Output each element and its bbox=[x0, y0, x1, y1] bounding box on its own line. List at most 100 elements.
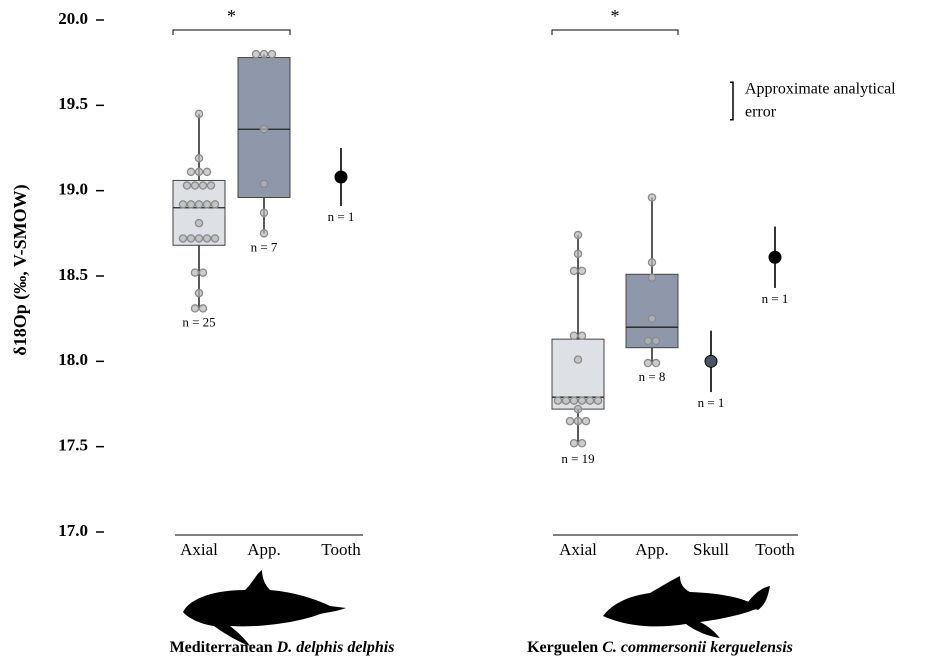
n-label: n = 1 bbox=[698, 395, 725, 410]
data-point bbox=[259, 124, 269, 134]
data-point bbox=[259, 229, 269, 238]
data-point bbox=[178, 200, 188, 209]
data-point bbox=[581, 416, 591, 426]
n-label: n = 25 bbox=[182, 314, 215, 329]
data-point bbox=[190, 181, 200, 190]
title-part: D. delphis delphis bbox=[276, 639, 395, 656]
data-point bbox=[565, 416, 575, 426]
data-point bbox=[573, 404, 583, 414]
data-point bbox=[202, 234, 212, 243]
data-point bbox=[651, 336, 661, 346]
title-part: Kerguelen bbox=[527, 639, 602, 656]
box bbox=[625, 273, 679, 349]
data-point bbox=[202, 167, 212, 177]
significance-bracket bbox=[172, 29, 291, 35]
data-point bbox=[206, 181, 216, 190]
y-tick-label: 17.5 bbox=[58, 436, 88, 455]
data-point bbox=[186, 167, 196, 177]
data-point bbox=[569, 266, 579, 276]
data-point bbox=[573, 355, 583, 364]
y-tick-label: 19.5 bbox=[58, 94, 88, 113]
error-key-label: error bbox=[745, 104, 777, 121]
data-point bbox=[194, 200, 204, 209]
data-point bbox=[573, 416, 583, 426]
data-point bbox=[573, 249, 583, 259]
data-point bbox=[647, 273, 657, 282]
data-point bbox=[569, 439, 579, 448]
n-label: n = 7 bbox=[251, 239, 278, 254]
data-point bbox=[194, 288, 204, 298]
x-tick-label: Tooth bbox=[755, 540, 795, 559]
y-tick-label: 17.0 bbox=[58, 521, 88, 540]
error-key-label: Approximate analytical bbox=[745, 81, 896, 98]
data-point bbox=[210, 200, 220, 209]
data-point bbox=[198, 304, 208, 313]
data-point bbox=[593, 396, 603, 405]
title-part: C. commersonii kerguelensis bbox=[602, 639, 793, 656]
n-label: n = 1 bbox=[328, 209, 355, 224]
data-point bbox=[577, 396, 587, 405]
data-point bbox=[194, 218, 204, 228]
data-point bbox=[561, 396, 571, 405]
error-key bbox=[730, 81, 734, 121]
data-point bbox=[577, 266, 587, 276]
dolphin-silhouette bbox=[183, 570, 346, 646]
data-point bbox=[194, 153, 204, 163]
mean-point bbox=[704, 354, 718, 368]
x-tick-label: App. bbox=[247, 540, 281, 559]
data-point bbox=[569, 331, 579, 340]
data-point bbox=[573, 230, 583, 240]
data-point bbox=[267, 49, 277, 59]
x-tick-label: Skull bbox=[693, 540, 729, 559]
data-point bbox=[585, 396, 595, 405]
data-point bbox=[202, 200, 212, 209]
data-point bbox=[198, 181, 208, 190]
y-tick-label: 18.0 bbox=[58, 350, 88, 369]
data-point bbox=[186, 234, 196, 243]
x-tick-label: Tooth bbox=[321, 540, 361, 559]
x-tick-label: Axial bbox=[559, 540, 597, 559]
data-point bbox=[569, 396, 579, 405]
mean-point bbox=[768, 250, 782, 264]
data-point bbox=[186, 200, 196, 209]
data-point bbox=[182, 181, 192, 190]
dolphin-fluke bbox=[745, 586, 770, 610]
data-point bbox=[194, 167, 204, 177]
y-tick-label: 18.5 bbox=[58, 265, 88, 284]
significance-bracket bbox=[551, 29, 679, 35]
data-point bbox=[259, 179, 269, 189]
data-point bbox=[210, 234, 220, 243]
y-tick-label: 20.0 bbox=[58, 9, 88, 28]
n-label: n = 8 bbox=[639, 369, 666, 384]
data-point bbox=[194, 109, 204, 119]
data-point bbox=[651, 358, 661, 368]
data-point bbox=[647, 193, 657, 202]
data-point bbox=[259, 49, 269, 59]
n-label: n = 1 bbox=[762, 291, 789, 306]
y-axis-label: δ18Op (‰, V-SMOW) bbox=[10, 184, 31, 355]
data-point bbox=[577, 331, 587, 340]
data-point bbox=[190, 268, 200, 277]
x-tick-label: App. bbox=[635, 540, 669, 559]
n-label: n = 19 bbox=[561, 451, 594, 466]
significance-label: * bbox=[611, 6, 620, 26]
y-tick-label: 19.0 bbox=[58, 180, 88, 199]
title-part: Mediterranean bbox=[170, 639, 277, 656]
significance-label: * bbox=[227, 6, 236, 26]
data-point bbox=[643, 358, 653, 368]
data-point bbox=[577, 439, 587, 448]
panel-title: Mediterranean D. delphis delphis bbox=[170, 639, 395, 656]
data-point bbox=[198, 268, 208, 277]
data-point bbox=[190, 304, 200, 313]
data-point bbox=[647, 258, 657, 267]
mean-point bbox=[334, 170, 348, 184]
data-point bbox=[259, 208, 269, 218]
data-point bbox=[643, 336, 653, 346]
data-point bbox=[251, 49, 261, 59]
dolphin-silhouette bbox=[603, 576, 758, 638]
data-point bbox=[178, 234, 188, 243]
x-tick-label: Axial bbox=[180, 540, 218, 559]
data-point bbox=[553, 396, 563, 405]
data-point bbox=[647, 314, 657, 323]
